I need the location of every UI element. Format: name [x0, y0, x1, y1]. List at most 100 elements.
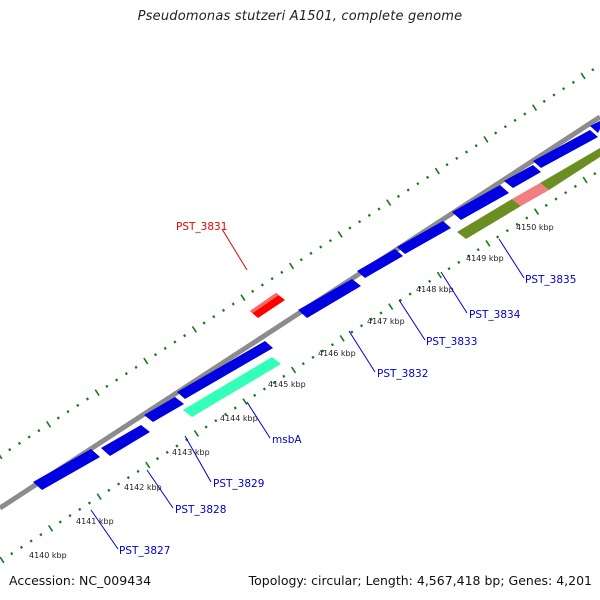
- inner-ring-tick: [39, 533, 43, 537]
- kbp-scale-labels: 4140 kbp 4141 kbp 4142 kbp 4143 kbp 4144…: [29, 223, 554, 560]
- gene-label-PST_3828[interactable]: PST_3828: [175, 504, 226, 516]
- kbp-label-4147: 4147 kbp: [367, 317, 405, 326]
- inner-ring-tick: [78, 507, 82, 511]
- inner-ring-tick: [339, 334, 345, 342]
- gene-feature-msbA[interactable]: [183, 357, 281, 417]
- outer-ring-tick: [66, 410, 70, 414]
- inner-ring-tick: [515, 222, 519, 226]
- leader-msbA: [246, 401, 271, 439]
- gene-feature-PST_3833[interactable]: [357, 249, 403, 278]
- outer-ring-tick: [37, 429, 41, 433]
- leader-PST_3834: [440, 271, 468, 314]
- outer-ring-tick: [299, 258, 303, 262]
- inner-ring-tick: [87, 501, 92, 505]
- inner-ring-tick: [19, 545, 24, 549]
- inner-ring-tick: [505, 229, 509, 233]
- inner-ring-tick: [107, 488, 111, 492]
- gene-feature-olive-1[interactable]: [457, 199, 521, 239]
- outer-ring-tick: [183, 334, 187, 338]
- outer-ring-tick: [426, 175, 430, 179]
- inner-ring-tick: [466, 254, 471, 258]
- gene-feature-3836[interactable]: [504, 165, 541, 188]
- inner-ring-tick: [544, 203, 548, 207]
- kbp-label-4146: 4146 kbp: [318, 349, 356, 358]
- gene-label-PST_3831[interactable]: PST_3831: [176, 221, 227, 233]
- gene-feature-olive-2[interactable]: [540, 148, 600, 190]
- leader-PST_3829: [184, 435, 212, 483]
- inner-ring-tick: [155, 457, 160, 461]
- gene-feature-PST_3830[interactable]: [177, 341, 273, 399]
- gene-label-PST_3829[interactable]: PST_3829: [213, 478, 264, 490]
- gene-feature-3837[interactable]: [533, 130, 598, 168]
- inner-ring-tick: [476, 248, 480, 252]
- inner-ring-tick: [96, 493, 102, 501]
- kbp-label-4143: 4143 kbp: [172, 448, 210, 457]
- kbp-label-4144: 4144 kbp: [220, 414, 258, 423]
- gene-feature-PST_3828[interactable]: [101, 425, 150, 456]
- outer-ring-tick: [531, 104, 538, 112]
- inner-ring-tick: [126, 476, 130, 480]
- gene-feature-PST_3831[interactable]: [250, 293, 285, 318]
- gene-feature-PST_3829[interactable]: [144, 397, 184, 422]
- outer-ring-tick: [124, 372, 128, 376]
- inner-ring-tick: [398, 298, 403, 302]
- inner-ring-tick: [350, 330, 354, 334]
- inner-ring-tick: [48, 524, 54, 532]
- gene-feature-PST_3827[interactable]: [33, 449, 100, 490]
- outer-ring-tick: [464, 150, 469, 154]
- inner-ring-tick: [428, 279, 432, 283]
- gene-feature-pink[interactable]: [512, 183, 549, 206]
- inner-ring-tick: [533, 208, 540, 216]
- gene-feature-PST_3832[interactable]: [298, 279, 361, 318]
- gene-label-PST_3835[interactable]: PST_3835: [525, 274, 576, 286]
- outer-ring-tick: [105, 384, 109, 388]
- outer-ring-tick: [240, 294, 246, 302]
- outer-ring-tick: [270, 277, 274, 281]
- outer-ring-tick: [494, 131, 498, 135]
- inner-ring-tick: [418, 286, 422, 290]
- outer-ring-tick: [523, 112, 527, 116]
- leader-PST_3828: [146, 469, 174, 509]
- outer-ring-tick: [94, 389, 100, 397]
- outer-ring-tick: [513, 118, 517, 122]
- inner-ring-tick: [136, 469, 140, 473]
- outer-ring-tick: [134, 365, 138, 369]
- outer-ring-tick: [455, 156, 459, 160]
- inner-ring-tick: [408, 292, 412, 296]
- outer-ring-tick: [251, 289, 255, 293]
- gene-label-PST_3832[interactable]: PST_3832: [377, 368, 428, 380]
- inner-ring-tick: [223, 412, 228, 416]
- accession-label: Accession: NC_009434: [9, 573, 152, 588]
- gene-label-PST_3827[interactable]: PST_3827: [119, 545, 170, 557]
- inner-ring-tick: [436, 271, 442, 279]
- inner-ring-tick: [330, 343, 335, 347]
- gene-label-msbA[interactable]: msbA: [272, 434, 302, 446]
- outer-ring-tick: [386, 199, 392, 207]
- inner-ring-tick: [290, 366, 297, 374]
- outer-ring-tick: [163, 346, 167, 350]
- outer-ring-tick: [202, 321, 206, 325]
- inner-ring-tick: [145, 461, 151, 469]
- gene-feature-3838[interactable]: [590, 121, 600, 133]
- outer-ring-tick: [367, 213, 371, 217]
- inner-ring-tick: [165, 450, 169, 454]
- inner-ring-tick: [369, 317, 373, 321]
- outer-ring-tick: [17, 441, 22, 445]
- gene-label-PST_3834[interactable]: PST_3834: [469, 309, 521, 321]
- gene-feature-PST_3834[interactable]: [397, 221, 451, 254]
- outer-ring-tick: [260, 283, 264, 287]
- leader-PST_3835: [498, 238, 525, 279]
- inner-ring-tick: [485, 239, 491, 247]
- outer-ring-tick: [591, 68, 595, 72]
- inner-ring-tick: [29, 539, 33, 543]
- inner-ring-tick: [301, 362, 305, 366]
- leader-PST_3831: [221, 228, 248, 271]
- outer-ring-tick: [212, 315, 216, 319]
- inner-ring-tick: [0, 556, 5, 564]
- gene-labels: PST_3827 PST_3828 PST_3829 msbA PST_3832…: [119, 221, 576, 557]
- inner-ring-tick: [457, 260, 461, 264]
- outer-ring-tick: [0, 454, 3, 460]
- forward-strand-genes: [33, 121, 600, 490]
- gene-label-PST_3833[interactable]: PST_3833: [426, 336, 477, 348]
- gene-feature-PST_3835-fwd[interactable]: [452, 185, 509, 220]
